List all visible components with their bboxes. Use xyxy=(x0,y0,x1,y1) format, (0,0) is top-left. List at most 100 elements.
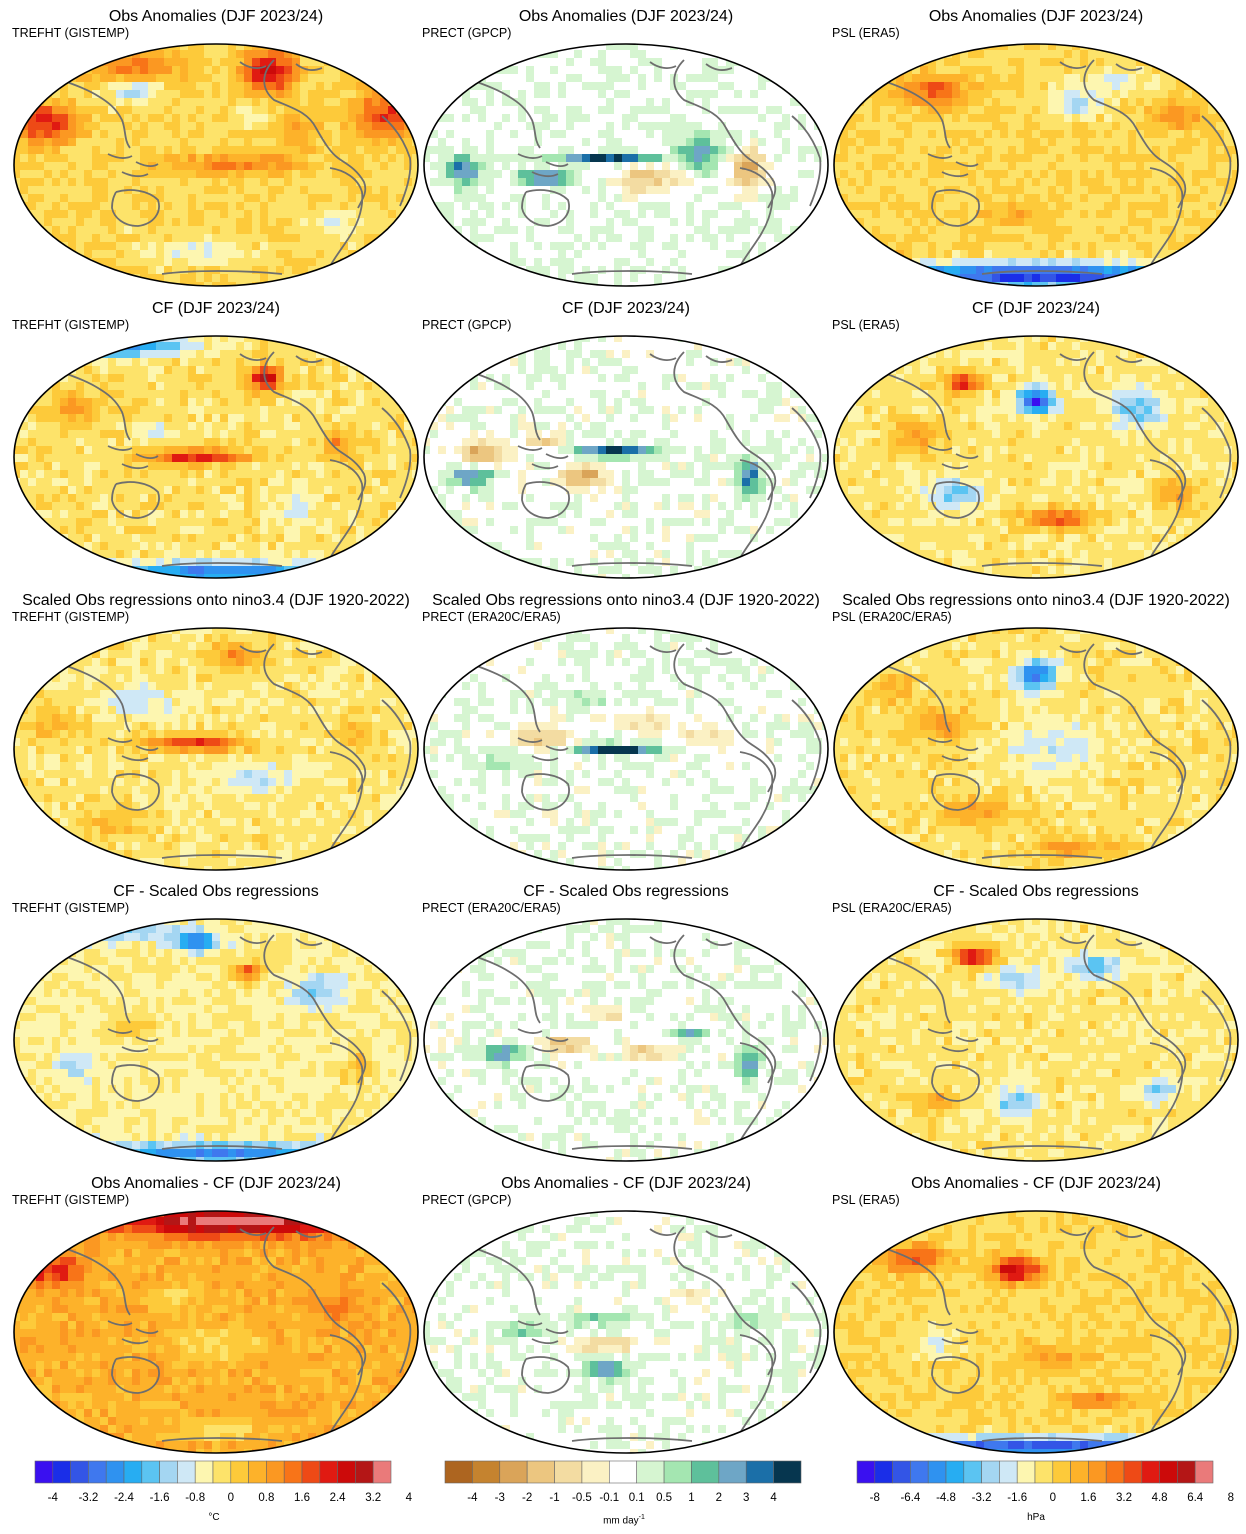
colorbar-swatch xyxy=(372,1460,392,1484)
colorbar-temperature: -4 -3.2 -2.4 -1.6 -0.8 0 0.8 1.6 2.4 3.2 4 °C xyxy=(34,1460,412,1526)
colorbar-swatch xyxy=(319,1460,338,1484)
coastlines xyxy=(451,351,822,567)
map-panel-r3-c2: Scaled Obs regressions onto nino3.4 (DJF… xyxy=(420,588,832,878)
colorbar-swatch xyxy=(581,1460,610,1484)
panel-title: Scaled Obs regressions onto nino3.4 (DJF… xyxy=(420,592,832,610)
dataset-label: PRECT (GPCP) xyxy=(422,318,511,332)
panel-title: CF - Scaled Obs regressions xyxy=(830,883,1242,901)
colorbar-swatch xyxy=(981,1460,1000,1484)
panel-title: Obs Anomalies (DJF 2023/24) xyxy=(420,8,832,26)
colorbar-tick-label: -2 xyxy=(522,1492,532,1504)
robinson-map xyxy=(423,918,829,1162)
dataset-label: PRECT (GPCP) xyxy=(422,26,511,40)
dataset-label: TREFHT (GISTEMP) xyxy=(12,610,129,624)
map-panel-r3-c3: Scaled Obs regressions onto nino3.4 (DJF… xyxy=(830,588,1242,878)
coastlines xyxy=(861,59,1232,275)
dataset-label: PRECT (ERA20C/ERA5) xyxy=(422,610,561,624)
colorbar-tick-label: -0.8 xyxy=(185,1492,205,1504)
colorbar-swatch xyxy=(691,1460,720,1484)
map-border xyxy=(13,43,419,287)
robinson-map xyxy=(833,918,1239,1162)
map-border xyxy=(833,335,1239,579)
coastlines xyxy=(41,59,412,275)
panel-title: CF (DJF 2023/24) xyxy=(420,300,832,318)
colorbar-swatch xyxy=(212,1460,232,1484)
map-panel-r5-c2: Obs Anomalies - CF (DJF 2023/24) PRECT (G… xyxy=(420,1171,832,1461)
colorbar-swatch xyxy=(963,1460,982,1484)
colorbar-tick-label: 1.6 xyxy=(294,1492,310,1504)
map-panel-r4-c1: CF - Scaled Obs regressions TREFHT (GISTE… xyxy=(10,879,422,1169)
map-panel-r2-c3: CF (DJF 2023/24) PSL (ERA5) xyxy=(830,296,1242,586)
colorbar-swatch xyxy=(1194,1460,1214,1484)
map-border xyxy=(423,918,829,1162)
coastlines xyxy=(861,643,1232,859)
coastlines xyxy=(861,351,1232,567)
map-panel-r5-c3: Obs Anomalies - CF (DJF 2023/24) PSL (ERA… xyxy=(830,1171,1242,1461)
robinson-map xyxy=(833,335,1239,579)
colorbar-tick-label: 0 xyxy=(228,1492,234,1504)
colorbar-swatch xyxy=(1052,1460,1071,1484)
colorbar-tick-label: -8 xyxy=(870,1492,880,1504)
dataset-label: TREFHT (GISTEMP) xyxy=(12,1193,129,1207)
colorbar-swatch xyxy=(141,1460,160,1484)
colorbar-tick-label: -0.5 xyxy=(572,1492,592,1504)
map-border xyxy=(13,335,419,579)
colorbar-swatch xyxy=(266,1460,285,1484)
colorbar-swatch xyxy=(1088,1460,1107,1484)
colorbar-swatch xyxy=(52,1460,71,1484)
dataset-label: PSL (ERA20C/ERA5) xyxy=(832,901,952,915)
map-border xyxy=(833,1210,1239,1454)
colorbar-swatch xyxy=(1070,1460,1089,1484)
colorbar-tick-label: -1.6 xyxy=(150,1492,170,1504)
colorbar-tick-label: 3.2 xyxy=(365,1492,381,1504)
panel-title: Scaled Obs regressions onto nino3.4 (DJF… xyxy=(830,592,1242,610)
colorbar-tick-label: -3 xyxy=(495,1492,505,1504)
colorbar-tick-label: -3.2 xyxy=(972,1492,992,1504)
coastlines xyxy=(41,643,412,859)
coastlines xyxy=(861,1226,1232,1442)
dataset-label: TREFHT (GISTEMP) xyxy=(12,318,129,332)
panel-title: Obs Anomalies - CF (DJF 2023/24) xyxy=(830,1175,1242,1193)
dataset-label: TREFHT (GISTEMP) xyxy=(12,26,129,40)
dataset-label: TREFHT (GISTEMP) xyxy=(12,901,129,915)
robinson-map xyxy=(423,43,829,287)
colorbar-tick-label: -3.2 xyxy=(78,1492,98,1504)
panel-title: Obs Anomalies - CF (DJF 2023/24) xyxy=(10,1175,422,1193)
map-border xyxy=(13,627,419,871)
map-border xyxy=(833,43,1239,287)
colorbar-swatch xyxy=(472,1460,501,1484)
colorbar-tick-label: 4 xyxy=(406,1492,412,1504)
colorbar-swatch xyxy=(1141,1460,1160,1484)
colorbar-precipitation: -4 -3 -2 -1 -0.5 -0.1 0.1 0.5 1 2 3 4 mm day-1 xyxy=(444,1460,804,1526)
robinson-map xyxy=(13,43,419,287)
colorbar-swatch xyxy=(663,1460,692,1484)
coastlines xyxy=(41,934,412,1150)
colorbar-swatch xyxy=(609,1460,637,1484)
map-panel-r2-c1: CF (DJF 2023/24) TREFHT (GISTEMP) xyxy=(10,296,422,586)
colorbar-unit: mm day-1 xyxy=(444,1512,804,1527)
map-panel-r1-c2: Obs Anomalies (DJF 2023/24) PRECT (GPCP) xyxy=(420,4,832,294)
map-border xyxy=(13,918,419,1162)
colorbar-tick-label: -4 xyxy=(48,1492,58,1504)
colorbar-swatch xyxy=(444,1460,473,1484)
colorbar-swatch xyxy=(499,1460,528,1484)
colorbar-tick-label: 0.8 xyxy=(258,1492,274,1504)
panel-title: CF - Scaled Obs regressions xyxy=(420,883,832,901)
colorbar-tick-label: -2.4 xyxy=(114,1492,134,1504)
colorbar-swatch xyxy=(856,1460,876,1484)
panel-title: Obs Anomalies - CF (DJF 2023/24) xyxy=(420,1175,832,1193)
map-panel-r2-c2: CF (DJF 2023/24) PRECT (GPCP) xyxy=(420,296,832,586)
map-border xyxy=(13,1210,419,1454)
colorbar-swatch xyxy=(773,1460,802,1484)
colorbar-swatch xyxy=(230,1460,249,1484)
dataset-label: PRECT (ERA20C/ERA5) xyxy=(422,901,561,915)
colorbar-tick-label: 4.8 xyxy=(1152,1492,1168,1504)
map-panel-r4-c3: CF - Scaled Obs regressions PSL (ERA20C/E… xyxy=(830,879,1242,1169)
colorbar-swatch xyxy=(1034,1460,1054,1484)
map-border xyxy=(423,1210,829,1454)
colorbar-tick-label: 1.6 xyxy=(1080,1492,1096,1504)
colorbar-tick-label: 6.4 xyxy=(1187,1492,1203,1504)
colorbar-tick-label: 4 xyxy=(770,1492,776,1504)
dataset-label: PSL (ERA5) xyxy=(832,318,900,332)
colorbar-tick-label: 3 xyxy=(743,1492,749,1504)
